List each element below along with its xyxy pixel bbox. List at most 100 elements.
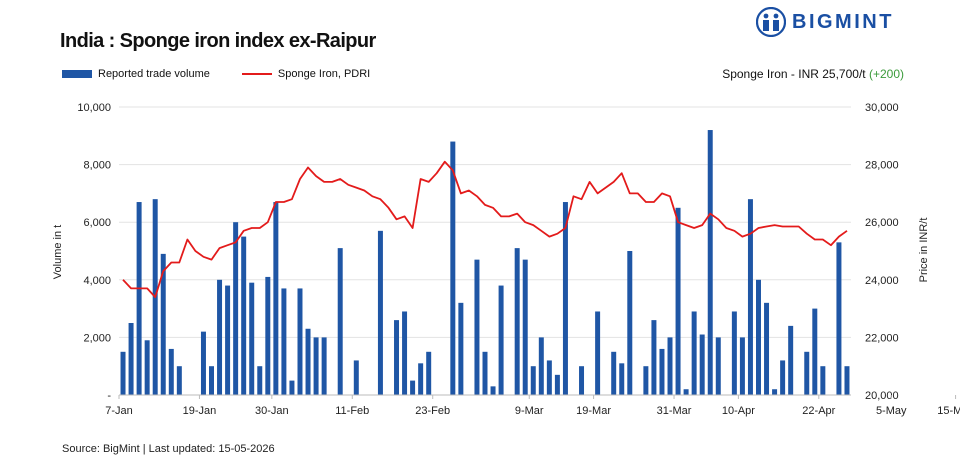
x-tick-label: 22-Apr: [802, 405, 835, 417]
volume-bar: [160, 253, 166, 395]
volume-bar: [249, 282, 255, 395]
volume-bar: [353, 360, 359, 395]
volume-bar: [281, 288, 287, 395]
volume-bar: [595, 311, 601, 395]
volume-bar: [144, 340, 150, 395]
volume-bar: [128, 323, 134, 395]
volume-bar: [498, 285, 504, 395]
volume-bar: [321, 337, 327, 395]
volume-bar: [176, 366, 182, 395]
y2-tick-label: 30,000: [865, 102, 899, 114]
x-tick-label: 19-Mar: [576, 405, 611, 417]
volume-bars: [120, 130, 850, 396]
volume-bar: [619, 363, 625, 395]
volume-bar: [120, 351, 126, 395]
volume-bar: [426, 351, 432, 395]
grid-lines: [119, 106, 851, 338]
source-note: Source: BigMint | Last updated: 15-05-20…: [62, 443, 275, 455]
volume-bar: [675, 207, 681, 395]
volume-bar: [562, 202, 568, 395]
volume-bar: [514, 248, 520, 395]
volume-bar: [554, 374, 560, 395]
x-tick-label: 9-Mar: [515, 405, 544, 417]
volume-bar: [530, 366, 536, 395]
y-tick-label: 6,000: [83, 217, 111, 229]
volume-bar: [683, 389, 689, 395]
current-price-label: Sponge Iron - INR 25,700/t: [722, 67, 866, 81]
chart-title: India : Sponge iron index ex-Raipur: [60, 30, 376, 52]
volume-bar: [611, 351, 617, 395]
y-tick-label: -: [107, 390, 111, 402]
volume-bar: [764, 302, 770, 395]
volume-bar: [522, 259, 528, 395]
volume-bar: [200, 331, 206, 395]
current-price-note: Sponge Iron - INR 25,700/t (+200): [722, 67, 904, 81]
volume-bar: [273, 202, 279, 395]
volume-bar: [836, 242, 842, 395]
volume-bar: [546, 360, 552, 395]
y2-axis-title: Price in INR/t: [918, 218, 930, 283]
volume-bar: [812, 308, 818, 395]
volume-bar: [490, 386, 496, 395]
volume-bar: [265, 276, 271, 395]
volume-bar: [217, 279, 223, 395]
volume-bar: [313, 337, 319, 395]
volume-bar: [337, 248, 343, 395]
y2-tick-label: 26,000: [865, 217, 899, 229]
volume-bar: [458, 302, 464, 395]
volume-bar: [450, 141, 456, 395]
volume-bar: [538, 337, 544, 395]
axes: - 20,000 2,000 22,000 4,000 24,000 6,000 26,000…: [77, 102, 960, 417]
legend-item-volume: Reported trade volume: [62, 68, 210, 80]
volume-bar: [297, 288, 303, 395]
x-tick-label: 31-Mar: [657, 405, 692, 417]
brand-name: BIGMINT: [792, 10, 894, 33]
brand-logo: BIGMINT: [756, 6, 894, 38]
y2-tick-label: 24,000: [865, 275, 899, 287]
volume-bar: [418, 363, 424, 395]
volume-bar: [410, 380, 416, 395]
x-tick-label: 5-May: [876, 405, 907, 417]
volume-bar: [168, 348, 174, 395]
legend-swatch-price: [241, 73, 272, 75]
volume-bar: [667, 337, 673, 395]
volume-bar: [820, 366, 826, 395]
price-line: [122, 160, 848, 299]
volume-bar: [772, 389, 778, 395]
volume-bar: [257, 366, 263, 395]
volume-bar: [747, 199, 753, 395]
volume-bar: [402, 311, 408, 395]
volume-bar: [289, 380, 295, 395]
volume-bar: [377, 230, 383, 395]
volume-bar: [627, 251, 633, 395]
y2-tick-label: 22,000: [865, 332, 899, 344]
volume-bar: [715, 337, 721, 395]
volume-bar: [651, 320, 657, 395]
legend-item-price: Sponge Iron, PDRI: [241, 68, 371, 80]
price-change: (+200): [868, 67, 904, 81]
legend-swatch-volume: [62, 70, 92, 78]
volume-bar: [844, 366, 850, 395]
volume-bar: [233, 222, 239, 395]
x-tick-label: 30-Jan: [255, 405, 289, 417]
volume-bar: [699, 334, 705, 395]
volume-bar: [474, 259, 480, 395]
volume-bar: [225, 285, 231, 395]
x-tick-label: 23-Feb: [415, 405, 450, 417]
y-tick-label: 2,000: [83, 332, 111, 344]
x-tick-label: 19-Jan: [183, 405, 217, 417]
volume-bar: [643, 366, 649, 395]
legend-label-price: Sponge Iron, PDRI: [277, 68, 371, 80]
volume-bar: [482, 351, 488, 395]
volume-bar: [707, 130, 713, 396]
brand-logo-icon: [756, 7, 786, 37]
y-tick-label: 4,000: [83, 275, 111, 287]
price-line-group: [122, 160, 848, 299]
volume-bar: [804, 351, 810, 395]
volume-bar: [136, 202, 142, 395]
volume-bar: [659, 348, 665, 395]
chart-legend: Reported trade volume Sponge Iron, PDRI: [62, 68, 402, 80]
volume-bar: [780, 360, 786, 395]
y-tick-label: 10,000: [77, 102, 111, 114]
